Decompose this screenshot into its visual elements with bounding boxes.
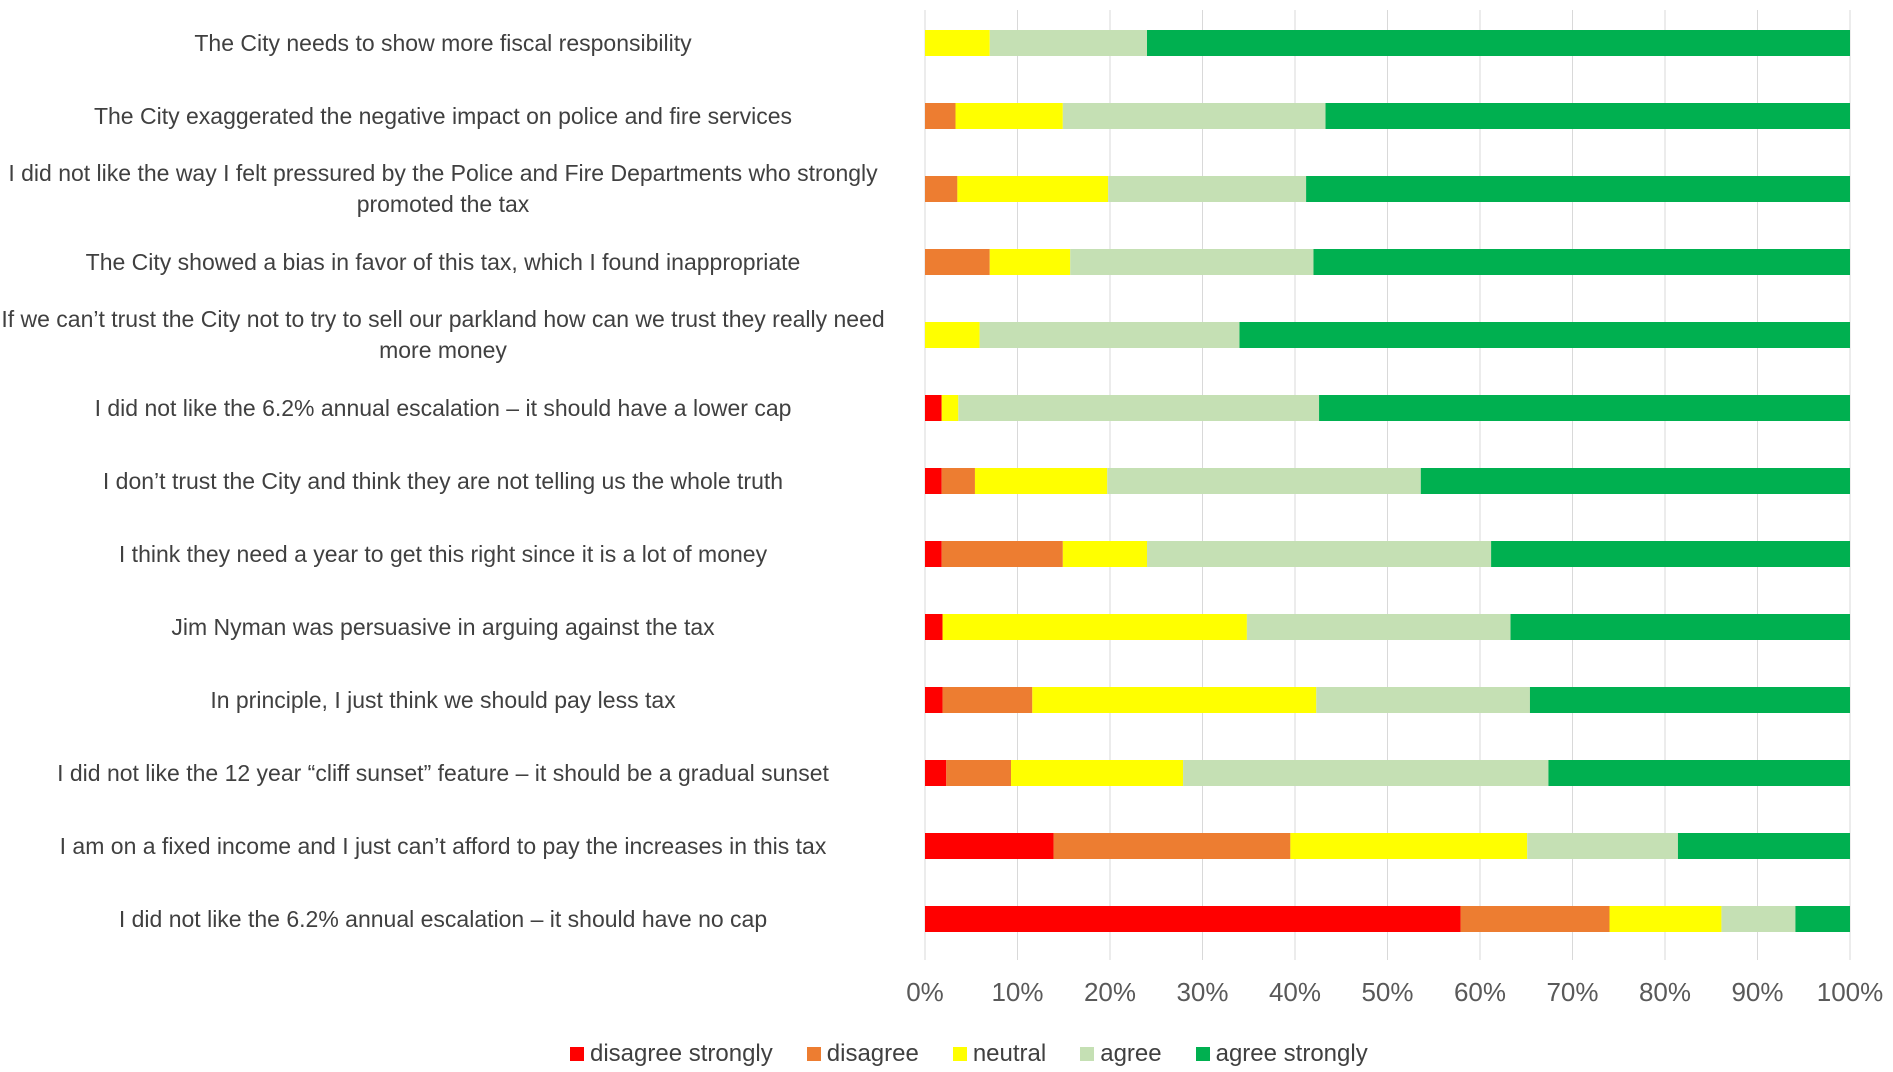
bar-segment-disagree [1053, 833, 1291, 859]
bar-segment-neutral [1290, 833, 1528, 859]
category-label: If we can’t trust the City not to try to… [1, 306, 885, 363]
legend-label: disagree [826, 1040, 919, 1067]
bar-segment-disagree-strongly [925, 395, 942, 421]
x-tick-label: 70% [1546, 977, 1598, 1007]
x-tick-label: 0% [906, 977, 944, 1007]
bar-segment-agree [1070, 249, 1314, 275]
legend-label: agree [1100, 1040, 1162, 1067]
legend-label: disagree strongly [590, 1040, 773, 1067]
legend-swatch [1080, 1047, 1095, 1061]
bar-segment-agree-strongly [1147, 30, 1850, 56]
bar-segment-agree [1147, 541, 1492, 567]
bar-segment-agree-strongly [1319, 395, 1850, 421]
bar-segment-neutral [974, 468, 1108, 494]
bar-segment-agree [1062, 103, 1326, 129]
x-tick-label: 80% [1639, 977, 1691, 1007]
bar-segment-agree-strongly [1491, 541, 1850, 567]
bar-segment-disagree-strongly [925, 906, 1461, 932]
bar-segment-neutral [1032, 687, 1317, 713]
category-label: I did not like the 12 year “cliff sunset… [57, 759, 829, 786]
bar-segment-agree-strongly [1529, 687, 1850, 713]
legend-swatch [570, 1047, 584, 1061]
category-label: I think they need a year to get this rig… [118, 540, 768, 567]
bar-segment-disagree-strongly [925, 760, 947, 786]
legend-item: disagree strongly [570, 1040, 773, 1068]
category-label: I did not like the 6.2% annual escalatio… [118, 905, 768, 932]
bar-segment-neutral [989, 249, 1071, 275]
legend-swatch [952, 1047, 967, 1061]
bar-segment-agree-strongly [1306, 176, 1850, 202]
bar-segment-disagree-strongly [925, 614, 943, 640]
legend-item: disagree [806, 1040, 919, 1068]
bar-segment-agree-strongly [1677, 833, 1850, 859]
bar-segment-neutral [1062, 541, 1147, 567]
category-label: The City showed a bias in favor of this … [85, 248, 801, 275]
bar-segment-neutral [942, 614, 1247, 640]
x-tick-label: 30% [1176, 977, 1228, 1007]
x-tick-label: 90% [1731, 977, 1783, 1007]
bar-segment-disagree [941, 468, 975, 494]
legend-item: agree strongly [1195, 1040, 1368, 1068]
bar-segment-agree-strongly [1510, 614, 1850, 640]
x-tick-label: 20% [1084, 977, 1136, 1007]
bar-segment-neutral [925, 30, 990, 56]
bar-segment-neutral [955, 103, 1063, 129]
category-label: I did not like the 6.2% annual escalatio… [94, 394, 792, 421]
bar-segment-disagree [925, 103, 956, 129]
x-tick-label: 10% [991, 977, 1043, 1007]
category-label: I don’t trust the City and think they ar… [102, 467, 784, 494]
bar-segment-agree [958, 395, 1320, 421]
category-label: I did not like the way I felt pressured … [8, 160, 878, 217]
bar-segment-disagree [925, 249, 990, 275]
category-label: The City needs to show more fiscal respo… [194, 29, 692, 56]
legend-label: agree strongly [1215, 1040, 1368, 1067]
bar-segment-neutral [1011, 760, 1184, 786]
category-label: In principle, I just think we should pay… [210, 686, 676, 713]
category-label: I am on a fixed income and I just can’t … [59, 832, 827, 859]
bar-segment-agree [1527, 833, 1678, 859]
bar-segment-agree [979, 322, 1240, 348]
bar-segment-agree-strongly [1548, 760, 1850, 786]
bar-segment-disagree-strongly [925, 468, 942, 494]
bar-segment-agree-strongly [1313, 249, 1850, 275]
bar-segment-disagree [942, 687, 1033, 713]
bar-segment-disagree [925, 176, 958, 202]
bar-segment-neutral [957, 176, 1109, 202]
bar-segment-agree-strongly [1795, 906, 1850, 932]
legend-item: neutral [952, 1040, 1047, 1068]
bar-segment-disagree-strongly [925, 541, 942, 567]
bar-segment-agree [1246, 614, 1511, 640]
legend-swatch [806, 1047, 821, 1061]
bar-segment-agree-strongly [1325, 103, 1850, 129]
legend-swatch [1195, 1047, 1210, 1061]
bar-segment-agree [1316, 687, 1530, 713]
bar-segment-neutral [941, 395, 959, 421]
legend-label: neutral [972, 1040, 1047, 1067]
bar-segment-disagree-strongly [925, 833, 1054, 859]
bar-segment-agree [1107, 468, 1421, 494]
bar-segment-agree [1183, 760, 1549, 786]
x-tick-label: 100% [1817, 977, 1884, 1007]
bar-segment-agree-strongly [1420, 468, 1850, 494]
category-label: The City exaggerated the negative impact… [93, 102, 793, 129]
bar-segment-disagree [941, 541, 1063, 567]
bar-segment-neutral [1609, 906, 1722, 932]
x-tick-label: 40% [1269, 977, 1321, 1007]
bar-segment-agree [1721, 906, 1796, 932]
x-tick-label: 50% [1361, 977, 1413, 1007]
bar-segment-agree-strongly [1239, 322, 1850, 348]
x-tick-label: 60% [1454, 977, 1506, 1007]
bar-segment-disagree [946, 760, 1012, 786]
legend: disagree strongly disagree neutral agree agr… [570, 1040, 1368, 1068]
bar-segment-agree [989, 30, 1147, 56]
legend-item: agree [1080, 1040, 1162, 1068]
bar-segment-disagree-strongly [925, 687, 943, 713]
bar-segment-neutral [925, 322, 980, 348]
category-label: Jim Nyman was persuasive in arguing agai… [171, 613, 715, 640]
bar-segment-disagree [1460, 906, 1610, 932]
bar-segment-agree [1108, 176, 1307, 202]
